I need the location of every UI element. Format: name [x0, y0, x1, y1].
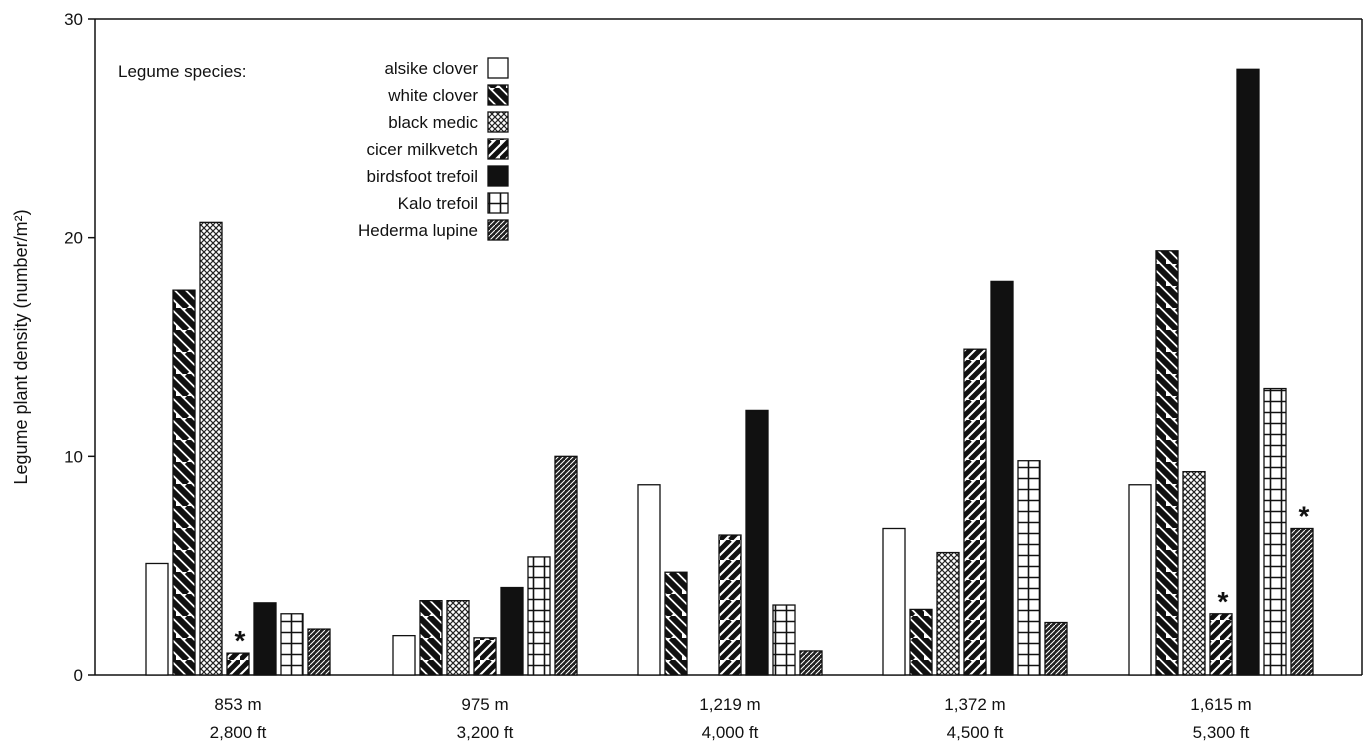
x-tick-label: 1,372 m	[944, 695, 1005, 714]
bar-kalo-trefoil	[1263, 387, 1287, 676]
y-ticks: 0 10 20 30	[64, 10, 95, 685]
x-tick-label-ft: 4,000 ft	[702, 723, 759, 742]
bar-kalo-trefoil	[1017, 460, 1041, 676]
x-tick-label: 975 m	[461, 695, 508, 714]
legend: Legume species: alsike clover white clove…	[118, 57, 509, 241]
x-tick-label-ft: 3,200 ft	[457, 723, 514, 742]
legend-item-label: alsike clover	[384, 59, 478, 78]
legend-title: Legume species:	[118, 62, 247, 81]
bar-cicer-milkvetch	[1209, 613, 1233, 676]
bar-hederma-lupine	[554, 455, 578, 676]
bar-black-medic	[936, 551, 960, 676]
bar-cicer-milkvetch	[473, 637, 497, 676]
asterisk-annotation: *	[1299, 500, 1310, 531]
legend-item-label: black medic	[388, 113, 478, 132]
bar-alsike-clover	[637, 484, 661, 676]
legend-item-label: cicer milkvetch	[367, 140, 478, 159]
bar-black-medic	[1182, 470, 1206, 676]
x-ticks: 853 m 2,800 ft 975 m 3,200 ft 1,219 m 4,000 f…	[210, 695, 1252, 742]
legend-swatch	[487, 84, 509, 106]
x-tick-label-ft: 4,500 ft	[947, 723, 1004, 742]
asterisk-annotation: *	[1218, 586, 1229, 617]
y-tick-label: 0	[74, 666, 83, 685]
legend-swatch	[487, 219, 509, 241]
x-tick-label: 1,219 m	[699, 695, 760, 714]
y-axis-label: Legume plant density (number/m²)	[11, 209, 31, 484]
bar-birdsfoot-trefoil	[990, 280, 1014, 676]
bars	[145, 68, 1314, 676]
bar-cicer-milkvetch	[226, 652, 250, 676]
annotations: * * *	[235, 500, 1310, 656]
bar-black-medic	[199, 221, 223, 676]
bar-hederma-lupine	[1044, 621, 1068, 676]
legend-swatch	[487, 57, 509, 79]
bar-white-clover	[419, 600, 443, 676]
asterisk-annotation: *	[235, 625, 246, 656]
legend-item-label: Kalo trefoil	[398, 194, 478, 213]
bar-hederma-lupine	[799, 650, 823, 676]
bar-alsike-clover	[882, 527, 906, 676]
legend-item-label: Hederma lupine	[358, 221, 478, 240]
bar-hederma-lupine	[1290, 527, 1314, 676]
x-tick-label-ft: 2,800 ft	[210, 723, 267, 742]
bar-white-clover	[1155, 250, 1179, 676]
bar-birdsfoot-trefoil	[253, 602, 277, 676]
bar-alsike-clover	[145, 562, 169, 676]
x-tick-label: 853 m	[214, 695, 261, 714]
bar-alsike-clover	[1128, 484, 1152, 676]
legend-item-label: white clover	[387, 86, 478, 105]
bar-hederma-lupine	[307, 628, 331, 676]
x-tick-label: 1,615 m	[1190, 695, 1251, 714]
legend-swatch	[487, 165, 509, 187]
bar-black-medic	[446, 600, 470, 676]
bar-cicer-milkvetch	[963, 348, 987, 676]
bar-cicer-milkvetch	[718, 534, 742, 676]
bar-birdsfoot-trefoil	[745, 409, 769, 676]
y-tick-label: 20	[64, 229, 83, 248]
bar-white-clover	[664, 571, 688, 676]
bar-kalo-trefoil	[527, 556, 551, 676]
legend-swatch	[487, 111, 509, 133]
bar-white-clover	[172, 289, 196, 676]
x-tick-label-ft: 5,300 ft	[1193, 723, 1250, 742]
y-tick-label: 30	[64, 10, 83, 29]
legend-swatch	[487, 138, 509, 160]
y-tick-label: 10	[64, 447, 83, 466]
bar-alsike-clover	[392, 634, 416, 676]
bar-kalo-trefoil	[772, 604, 796, 676]
bar-birdsfoot-trefoil	[1236, 68, 1260, 676]
bar-birdsfoot-trefoil	[500, 586, 524, 676]
legend-swatch	[487, 192, 509, 214]
legend-item-label: birdsfoot trefoil	[367, 167, 479, 186]
bar-kalo-trefoil	[280, 613, 304, 676]
bar-white-clover	[909, 608, 933, 676]
